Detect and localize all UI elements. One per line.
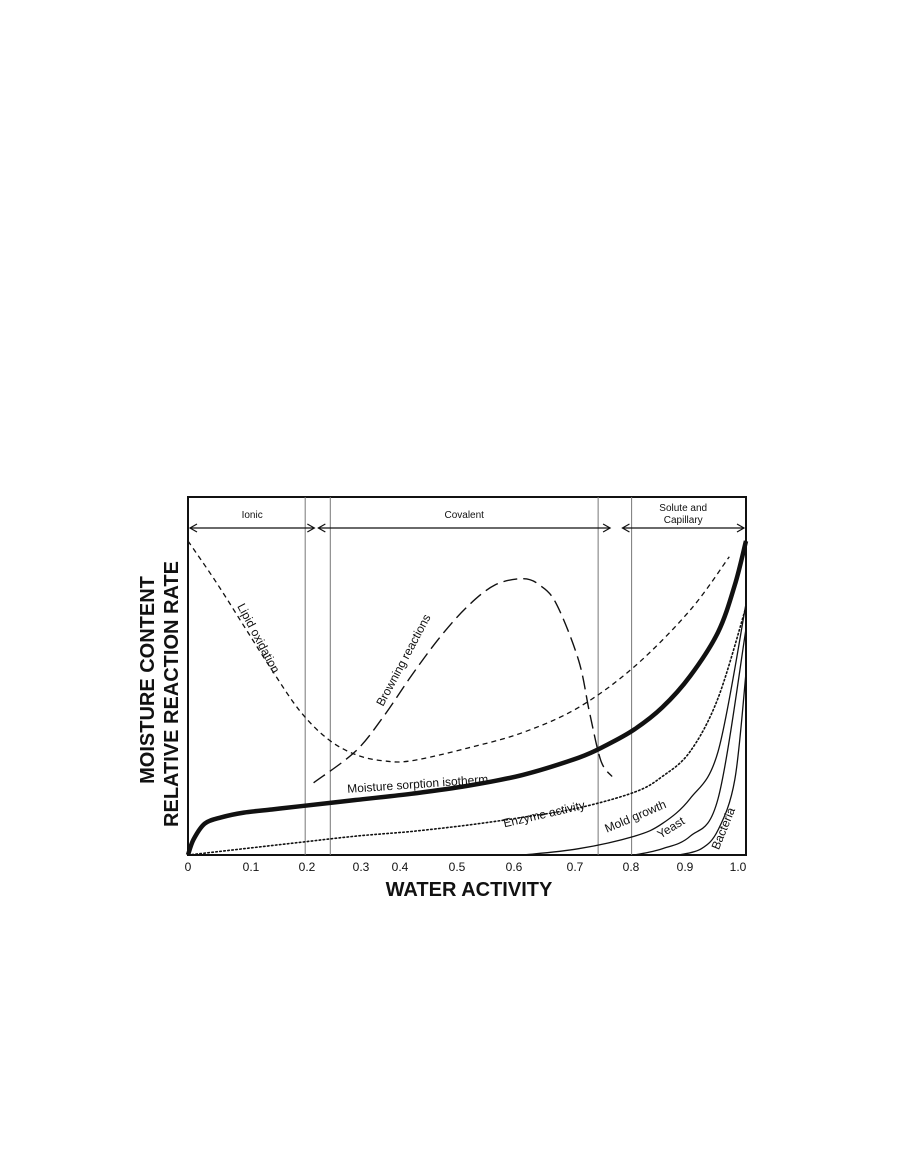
x-tick-label: 0.6 <box>506 860 523 874</box>
x-tick-label: 0.7 <box>567 860 584 874</box>
x-tick-label: 0.1 <box>243 860 260 874</box>
x-tick-label: 0 <box>185 860 192 874</box>
series-line-moisture-sorption-isotherm <box>185 540 749 856</box>
x-tick-label: 0.9 <box>677 860 694 874</box>
zone-label: Ionic <box>242 510 263 521</box>
arrow-right-head <box>602 523 612 533</box>
series-line-yeast <box>634 628 747 856</box>
series-line-enzyme-activity <box>187 606 747 856</box>
series-label-enzyme-activity: Enzyme activity <box>502 798 586 830</box>
x-tick-label: 0.5 <box>449 860 466 874</box>
curves <box>185 540 749 856</box>
series-line-browning-reactions <box>313 577 613 784</box>
arrow-left-head <box>621 523 630 533</box>
x-axis-title: WATER ACTIVITY <box>386 879 553 901</box>
x-tick-label: 1.0 <box>730 860 747 874</box>
arrow-left-head <box>317 523 326 533</box>
arrow-left-head <box>188 523 198 533</box>
x-tick-labels: 0 0.1 0.2 0.3 0.4 0.5 0.6 0.7 0.8 0.9 1.0 <box>185 860 747 874</box>
arrow-right-head <box>736 523 746 533</box>
x-tick-label: 0.2 <box>299 860 316 874</box>
x-tick-label: 0.3 <box>353 860 370 874</box>
y-axis-title-line-2: RELATIVE REACTION RATE <box>161 561 183 827</box>
y-axis-title-line-1: MOISTURE CONTENT <box>137 576 159 784</box>
zone-label: Capillary <box>664 515 703 526</box>
x-tick-label: 0.4 <box>392 860 409 874</box>
series-label-lipid-oxidation: Lipid oxidation <box>234 601 282 675</box>
y-axis-title: MOISTURE CONTENT RELATIVE REACTION RATE <box>137 561 183 827</box>
series-line-mold-growth <box>522 603 747 856</box>
series-line-lipid-oxidation <box>187 540 730 763</box>
arrow-right-head <box>307 523 316 533</box>
zone-label: Solute and <box>659 503 707 514</box>
zone-label: Covalent <box>444 510 484 521</box>
series-label-browning-reactions: Browning reactions <box>373 612 433 709</box>
series-line-bacteria <box>678 672 747 856</box>
x-tick-label: 0.8 <box>623 860 640 874</box>
zone-boundaries <box>304 497 633 855</box>
